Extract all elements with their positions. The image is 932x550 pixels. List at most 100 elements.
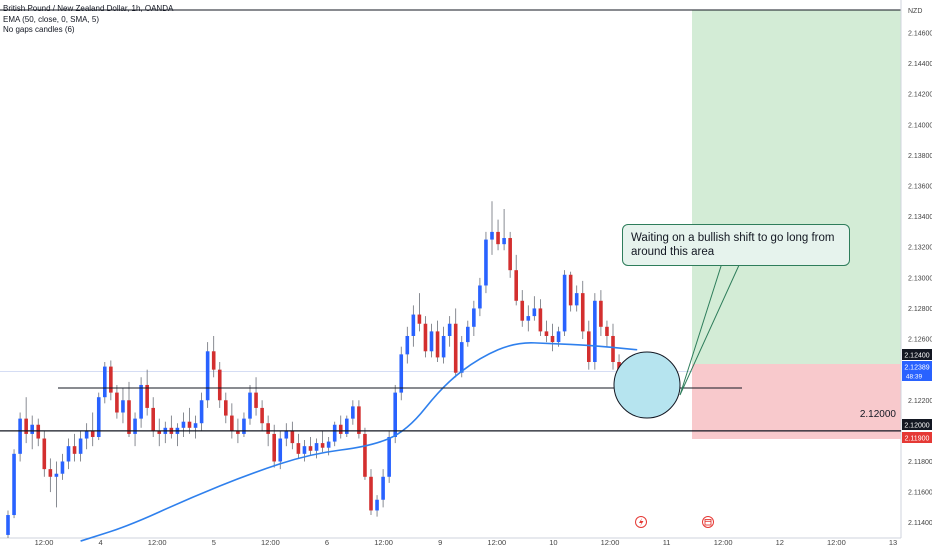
candle bbox=[478, 277, 482, 317]
price-tick-label: 2.11800 bbox=[908, 459, 932, 466]
currency-label: NZD bbox=[908, 8, 923, 15]
candle bbox=[472, 300, 476, 336]
legend-no-gaps: No gaps candles (6) bbox=[3, 25, 75, 34]
candle bbox=[127, 381, 131, 437]
candle bbox=[230, 403, 234, 439]
candle bbox=[248, 384, 252, 425]
candles bbox=[6, 201, 639, 538]
candle bbox=[568, 271, 573, 312]
candle bbox=[574, 285, 579, 312]
price-axis[interactable]: 2.14600 2.14400 2.14200 2.14000 2.13800 2.136… bbox=[908, 30, 932, 527]
candle bbox=[351, 400, 355, 425]
candle bbox=[121, 388, 125, 424]
candle bbox=[60, 453, 65, 480]
time-tick-label: 12:00 bbox=[261, 538, 280, 547]
candle bbox=[411, 305, 416, 347]
candle bbox=[157, 418, 162, 447]
candle bbox=[538, 299, 543, 336]
candle bbox=[211, 335, 216, 378]
time-tick-label: 12:00 bbox=[35, 538, 54, 547]
candle bbox=[532, 296, 537, 321]
candle bbox=[175, 423, 180, 447]
candle bbox=[169, 415, 174, 439]
candle bbox=[24, 397, 28, 444]
time-tick-label: 12:00 bbox=[374, 538, 393, 547]
candle bbox=[163, 421, 168, 444]
candle bbox=[599, 290, 603, 336]
candle bbox=[254, 377, 258, 416]
candle bbox=[357, 400, 361, 439]
lightning-icon[interactable] bbox=[635, 516, 647, 528]
candle bbox=[544, 320, 549, 343]
price-tick-label: 2.13600 bbox=[908, 184, 932, 191]
chart-legend: British Pound / New Zealand Dollar, 1h, … bbox=[3, 4, 173, 36]
candle bbox=[502, 208, 506, 251]
time-tick-label: 12:00 bbox=[148, 538, 167, 547]
candle bbox=[435, 320, 440, 362]
price-tag-current: 2.12389 48:39 bbox=[902, 361, 932, 381]
candle bbox=[393, 384, 397, 444]
time-tick-label: 12:00 bbox=[601, 538, 620, 547]
candle bbox=[314, 438, 319, 459]
candle bbox=[429, 323, 434, 358]
candle bbox=[199, 392, 204, 431]
candle bbox=[375, 495, 379, 517]
candle bbox=[441, 326, 446, 364]
candle bbox=[514, 254, 518, 306]
candle bbox=[496, 219, 500, 251]
candle bbox=[72, 433, 77, 462]
candle bbox=[302, 440, 307, 462]
candle bbox=[278, 430, 283, 470]
time-tick-label: 4 bbox=[99, 538, 103, 547]
candle bbox=[6, 510, 10, 538]
candle bbox=[84, 423, 89, 450]
svg-text:48:39: 48:39 bbox=[906, 374, 923, 381]
candle bbox=[296, 433, 301, 459]
candle bbox=[30, 415, 34, 450]
time-axis[interactable]: 12:00 4 12:00 5 12:00 6 12:00 9 12:00 10 12:00 11 12… bbox=[35, 538, 898, 547]
calendar-icon[interactable] bbox=[702, 516, 714, 528]
candle bbox=[338, 415, 343, 439]
candle bbox=[54, 461, 59, 508]
price-tick-label: 2.12200 bbox=[908, 398, 932, 405]
candle bbox=[193, 415, 198, 439]
candle bbox=[187, 407, 192, 434]
price-tick-label: 2.12800 bbox=[908, 306, 932, 313]
candle bbox=[332, 421, 337, 447]
candle bbox=[133, 412, 137, 447]
loss-zone bbox=[692, 364, 901, 439]
candle bbox=[78, 430, 83, 462]
candle bbox=[145, 369, 149, 416]
candle bbox=[18, 412, 22, 462]
callout-note[interactable]: Waiting on a bullish shift to go long fr… bbox=[622, 224, 850, 266]
candle bbox=[369, 469, 373, 516]
candle bbox=[447, 316, 452, 347]
candle bbox=[550, 323, 555, 352]
candle bbox=[224, 392, 228, 424]
candle bbox=[490, 201, 494, 255]
price-tick-label: 2.13400 bbox=[908, 214, 932, 221]
price-tick-label: 2.14000 bbox=[908, 122, 932, 129]
candle bbox=[308, 436, 313, 456]
price-tick-label: 2.13200 bbox=[908, 245, 932, 252]
candle bbox=[580, 280, 585, 340]
candle bbox=[12, 449, 16, 519]
candle bbox=[36, 418, 41, 447]
candle bbox=[103, 362, 107, 404]
candle bbox=[466, 320, 470, 347]
time-tick-label: 12:00 bbox=[487, 538, 506, 547]
candle bbox=[320, 430, 325, 453]
candle bbox=[593, 293, 597, 370]
candle bbox=[453, 308, 458, 378]
price-tick-label: 2.11600 bbox=[908, 490, 932, 497]
candle bbox=[423, 316, 428, 358]
svg-text:2.12000: 2.12000 bbox=[904, 423, 929, 430]
highlight-circle[interactable] bbox=[613, 351, 681, 419]
ema-line bbox=[80, 342, 638, 542]
candle bbox=[290, 421, 295, 450]
candle bbox=[181, 412, 186, 437]
candle bbox=[562, 270, 567, 336]
profit-zone bbox=[692, 10, 901, 364]
level-label: 2.12000 bbox=[860, 409, 897, 420]
